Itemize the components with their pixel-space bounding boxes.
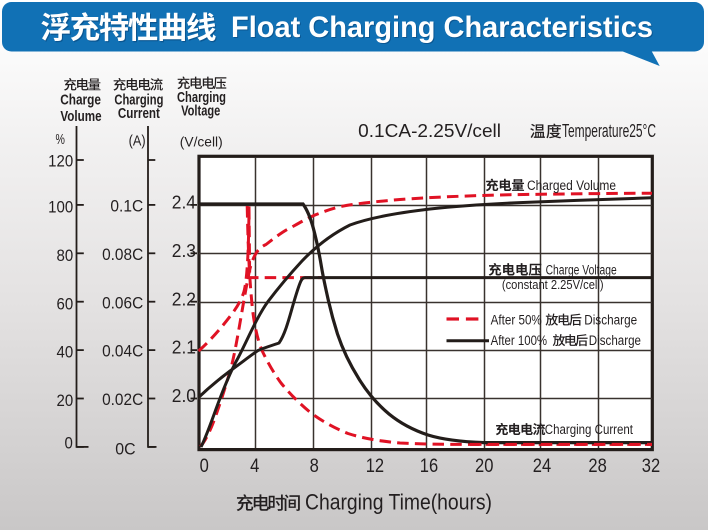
svg-text:Discharge: Discharge — [584, 313, 637, 328]
svg-text:(A): (A) — [129, 133, 146, 150]
svg-text:Discharge: Discharge — [589, 333, 641, 348]
svg-text:12: 12 — [366, 455, 384, 477]
svg-text:8: 8 — [310, 455, 319, 477]
svg-text:0.06C: 0.06C — [102, 293, 143, 312]
svg-text:2.2: 2.2 — [172, 289, 196, 309]
svg-text:Charging: Charging — [177, 90, 226, 106]
svg-text:Voltage: Voltage — [181, 104, 220, 120]
svg-text:Charge: Charge — [60, 92, 101, 108]
svg-text:24: 24 — [533, 455, 552, 477]
svg-text:Charge Voltage: Charge Voltage — [546, 263, 617, 278]
svg-text:Charging Time(hours): Charging Time(hours) — [305, 490, 492, 515]
svg-text:Temperature25°C: Temperature25°C — [562, 121, 656, 141]
svg-text:After 50%: After 50% — [491, 313, 542, 328]
svg-text:120: 120 — [48, 151, 73, 170]
svg-text:0.04C: 0.04C — [102, 342, 143, 361]
svg-text:2.0: 2.0 — [172, 386, 196, 406]
svg-text:Charging: Charging — [114, 92, 163, 108]
svg-text:Float Charging Characteristics: Float Charging Characteristics — [232, 12, 654, 45]
svg-text:After 100%: After 100% — [491, 333, 547, 348]
svg-text:20: 20 — [475, 455, 494, 477]
svg-text:0: 0 — [200, 455, 209, 477]
svg-text:2.3: 2.3 — [172, 241, 196, 261]
svg-text:Charged Volume: Charged Volume — [527, 178, 616, 193]
svg-text:(constant 2.25V/cell): (constant 2.25V/cell) — [502, 278, 604, 292]
svg-text:0.08C: 0.08C — [102, 245, 143, 264]
svg-text:0.02C: 0.02C — [102, 390, 143, 409]
svg-text:0.1CA-2.25V/cell: 0.1CA-2.25V/cell — [358, 121, 501, 141]
svg-text:16: 16 — [420, 455, 438, 477]
svg-text:100: 100 — [48, 198, 73, 217]
svg-text:Current: Current — [118, 106, 160, 122]
svg-text:(V/cell): (V/cell) — [180, 134, 223, 150]
svg-text:4: 4 — [250, 455, 259, 477]
svg-text:2.1: 2.1 — [172, 338, 196, 358]
svg-text:Float Charging Characteristics: Float Charging Characteristics — [231, 11, 653, 44]
svg-text:20: 20 — [57, 391, 74, 410]
svg-text:80: 80 — [57, 246, 74, 265]
svg-text:Volume: Volume — [60, 109, 101, 125]
svg-text:Charging Current: Charging Current — [545, 422, 633, 437]
svg-text:28: 28 — [588, 455, 606, 477]
svg-text:32: 32 — [642, 455, 660, 477]
svg-text:%: % — [56, 131, 65, 148]
svg-text:60: 60 — [57, 294, 74, 313]
svg-text:0.1C: 0.1C — [110, 197, 143, 216]
svg-text:0: 0 — [65, 434, 73, 453]
svg-text:2.4: 2.4 — [172, 193, 196, 213]
svg-text:0C: 0C — [115, 440, 135, 459]
svg-text:40: 40 — [57, 343, 74, 362]
